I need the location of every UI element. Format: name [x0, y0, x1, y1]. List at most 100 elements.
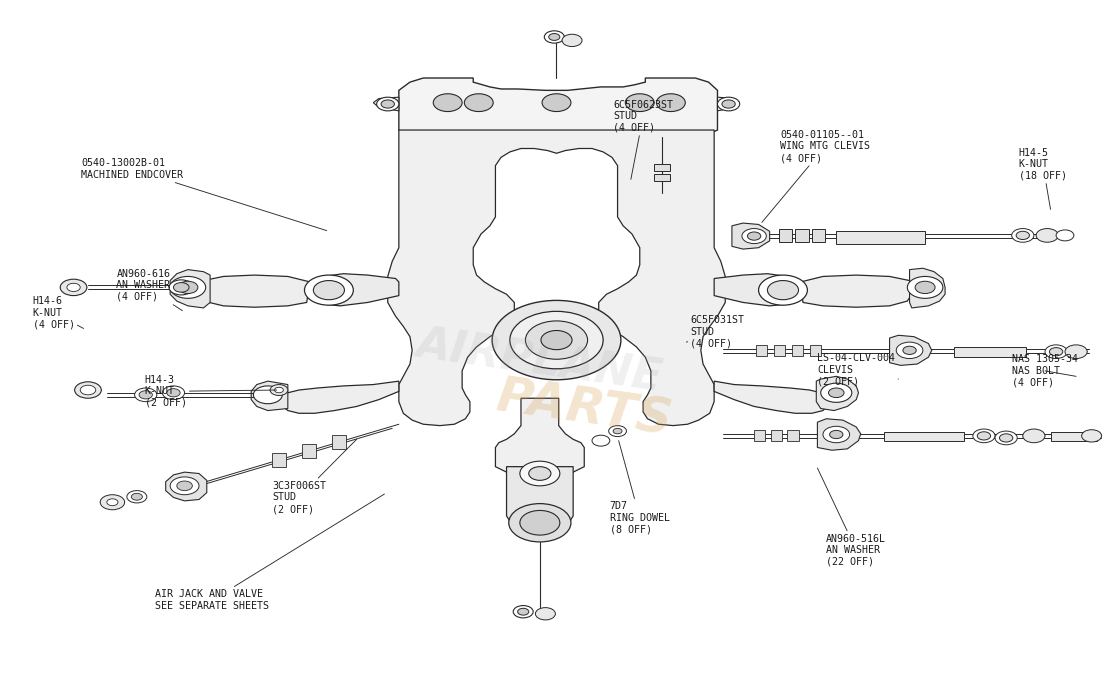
Circle shape: [67, 283, 80, 291]
Circle shape: [518, 608, 529, 615]
Text: 6C5F0623ST
STUD
(4 OFF): 6C5F0623ST STUD (4 OFF): [613, 100, 673, 179]
Circle shape: [1065, 345, 1087, 359]
Circle shape: [131, 493, 142, 500]
Polygon shape: [771, 429, 781, 440]
Circle shape: [549, 34, 560, 41]
Circle shape: [135, 388, 157, 402]
Circle shape: [525, 321, 588, 359]
Circle shape: [305, 275, 353, 305]
Circle shape: [562, 34, 582, 47]
Circle shape: [178, 281, 198, 293]
Circle shape: [170, 477, 199, 495]
Polygon shape: [715, 381, 828, 414]
Circle shape: [169, 280, 194, 295]
Circle shape: [722, 100, 736, 108]
Circle shape: [592, 435, 610, 446]
Polygon shape: [732, 223, 770, 249]
Circle shape: [995, 431, 1017, 444]
Text: NAS 1305-34
NAS BOLT
(4 OFF): NAS 1305-34 NAS BOLT (4 OFF): [1012, 354, 1078, 387]
Polygon shape: [199, 275, 311, 307]
Circle shape: [1045, 345, 1067, 359]
Circle shape: [657, 93, 686, 111]
Circle shape: [907, 276, 943, 298]
Polygon shape: [800, 275, 912, 307]
Circle shape: [626, 93, 654, 111]
Polygon shape: [398, 78, 718, 142]
Circle shape: [613, 428, 622, 433]
Circle shape: [759, 275, 807, 305]
Text: 7D7
RING DOWEL
(8 OFF): 7D7 RING DOWEL (8 OFF): [610, 440, 670, 534]
Circle shape: [270, 385, 288, 396]
Polygon shape: [715, 273, 802, 306]
Bar: [954, 347, 1026, 357]
Circle shape: [609, 426, 627, 436]
Text: AIRPLANE: AIRPLANE: [414, 322, 666, 399]
Circle shape: [433, 93, 462, 111]
Polygon shape: [506, 466, 573, 532]
Circle shape: [174, 282, 189, 292]
Circle shape: [510, 311, 603, 369]
Polygon shape: [170, 269, 210, 308]
Circle shape: [513, 605, 533, 618]
Circle shape: [529, 466, 551, 480]
Polygon shape: [654, 174, 670, 181]
Polygon shape: [166, 472, 207, 501]
Circle shape: [464, 93, 493, 111]
Polygon shape: [787, 429, 798, 440]
Circle shape: [973, 429, 995, 442]
Circle shape: [542, 93, 571, 111]
Polygon shape: [333, 436, 345, 449]
Circle shape: [748, 232, 761, 240]
Text: LS-04-CLV-004
CLEVIS
(2 OFF): LS-04-CLV-004 CLEVIS (2 OFF): [817, 353, 898, 386]
Circle shape: [492, 300, 621, 380]
Text: AIR JACK AND VALVE
SEE SEPARATE SHEETS: AIR JACK AND VALVE SEE SEPARATE SHEETS: [156, 494, 384, 611]
Circle shape: [820, 383, 851, 403]
Polygon shape: [495, 398, 584, 477]
Text: 0540-01105--01
WING MTG CLEVIS
(4 OFF): 0540-01105--01 WING MTG CLEVIS (4 OFF): [762, 130, 870, 223]
Circle shape: [275, 387, 284, 393]
Polygon shape: [282, 381, 398, 414]
Circle shape: [1082, 429, 1102, 442]
Circle shape: [254, 386, 283, 404]
Circle shape: [107, 499, 118, 506]
Circle shape: [170, 276, 206, 298]
Circle shape: [768, 280, 798, 300]
Polygon shape: [307, 273, 398, 306]
Circle shape: [509, 504, 571, 542]
Polygon shape: [387, 130, 726, 426]
Circle shape: [544, 31, 564, 43]
Circle shape: [1012, 229, 1034, 243]
Polygon shape: [273, 453, 286, 466]
Circle shape: [177, 481, 193, 491]
Polygon shape: [779, 229, 791, 243]
Circle shape: [828, 388, 844, 398]
Text: PARTS: PARTS: [493, 372, 676, 444]
Polygon shape: [303, 444, 316, 458]
Polygon shape: [816, 376, 858, 411]
Text: H14-5
K-NUT
(18 OFF): H14-5 K-NUT (18 OFF): [1018, 148, 1066, 210]
Polygon shape: [791, 345, 802, 356]
Circle shape: [742, 229, 767, 244]
Circle shape: [139, 391, 152, 399]
Circle shape: [80, 385, 96, 395]
Circle shape: [520, 510, 560, 535]
Circle shape: [915, 281, 935, 293]
Polygon shape: [775, 345, 785, 356]
Text: H14-6
K-NUT
(4 OFF): H14-6 K-NUT (4 OFF): [32, 296, 83, 329]
Circle shape: [1036, 229, 1058, 243]
Circle shape: [167, 389, 180, 397]
Circle shape: [1056, 230, 1074, 241]
Circle shape: [823, 427, 849, 442]
Circle shape: [977, 431, 991, 440]
Circle shape: [1023, 429, 1045, 442]
Polygon shape: [252, 381, 288, 411]
Polygon shape: [889, 335, 932, 365]
Polygon shape: [795, 229, 808, 243]
Polygon shape: [909, 268, 945, 308]
Circle shape: [896, 342, 923, 359]
Circle shape: [1050, 348, 1063, 356]
Circle shape: [1016, 232, 1030, 240]
Polygon shape: [755, 429, 766, 440]
Circle shape: [75, 382, 101, 398]
Text: H14-3
K-NUT
(2 OFF): H14-3 K-NUT (2 OFF): [145, 375, 277, 408]
